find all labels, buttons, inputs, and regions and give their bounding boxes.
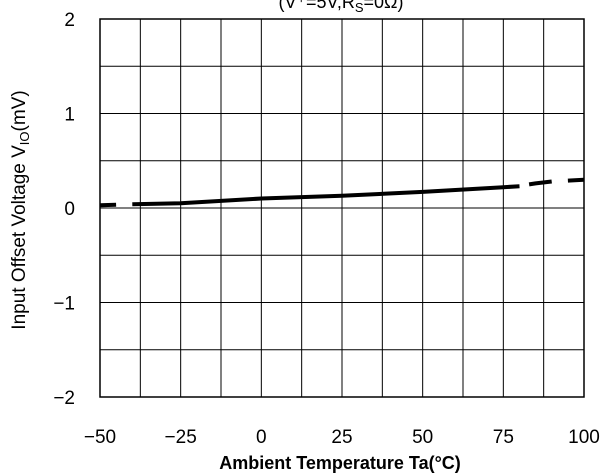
x-tick-label: 100 (568, 427, 600, 448)
x-tick-label: 50 (412, 427, 433, 448)
plot-border (99, 18, 585, 398)
plot-frame (99, 18, 585, 398)
grid (100, 19, 584, 397)
x-tick-label: 25 (331, 427, 352, 448)
x-axis-title: Ambient Temperature Ta(°C) (219, 453, 461, 473)
x-tick-label: 75 (493, 427, 514, 448)
series-segment (528, 179, 552, 187)
chart-condition: (V⁺=5V,RS=0Ω) (278, 0, 403, 15)
series-segment (567, 177, 585, 183)
x-tick-label: 0 (256, 427, 267, 448)
y-tick-label: 2 (64, 10, 75, 31)
x-tick-labels: −50 −25 0 25 50 75 100 (84, 427, 600, 448)
y-tick-labels: 2 1 0 −1 −2 (53, 10, 75, 409)
series-line (99, 177, 585, 208)
series-segment (132, 184, 520, 207)
y-tick-label: 1 (64, 105, 75, 126)
x-tick-label: −25 (165, 427, 197, 448)
x-tick-label: −50 (84, 427, 116, 448)
y-tick-label: −1 (53, 294, 75, 315)
y-axis-title: Input Offset Voltage VIO(mV) (9, 90, 32, 329)
y-tick-label: −2 (53, 388, 75, 409)
y-tick-label: 0 (64, 199, 75, 220)
series-segment (99, 202, 117, 208)
